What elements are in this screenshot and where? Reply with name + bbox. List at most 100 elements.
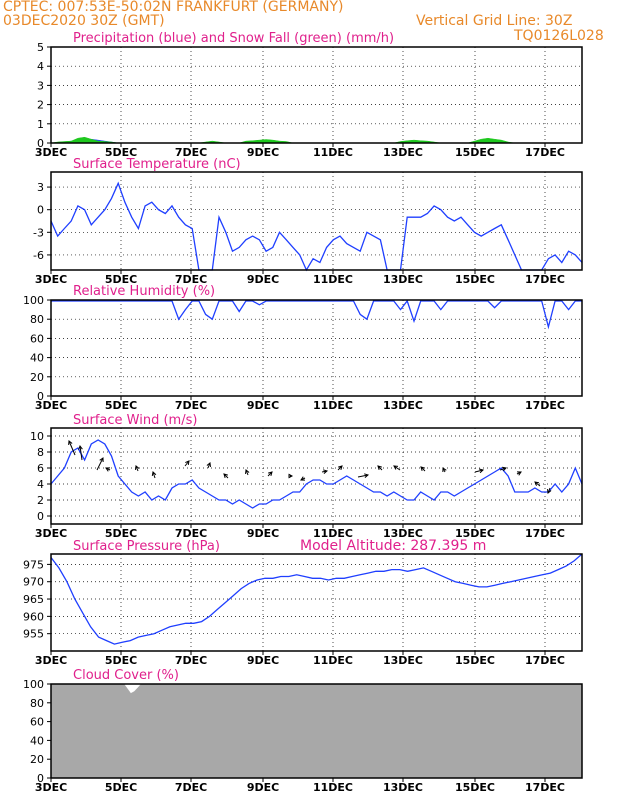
wind-arrowhead (420, 466, 425, 471)
panel-title: Surface Pressure (hPa) (73, 539, 220, 554)
panel-frame (50, 299, 583, 397)
y-tick-label: 960 (23, 610, 44, 623)
wind-arrow (357, 474, 369, 478)
y-tick-label: 8 (37, 446, 44, 459)
wind-arrowhead (338, 465, 343, 470)
y-tick-label: 6 (37, 462, 44, 475)
y-tick-label: -6 (33, 249, 44, 262)
header-location: CPTEC: 007:53E-50:02N FRANKFURT (GERMANY… (3, 0, 344, 15)
x-tick-label: 15DEC (455, 146, 495, 159)
y-tick-label: 965 (23, 593, 44, 606)
x-tick-label: 7DEC (175, 273, 207, 286)
x-tick-label: 13DEC (383, 781, 423, 794)
wind-arrow (499, 467, 507, 471)
wind-arrow (79, 445, 83, 461)
wind-arrowhead (300, 476, 306, 481)
wind-arrowhead (393, 465, 399, 470)
y-tick-label: 970 (23, 576, 44, 589)
series-line-4 (50, 553, 583, 645)
y-tick-label: 60 (30, 332, 44, 345)
x-tick-label: 5DEC (105, 654, 137, 667)
x-tick-label: 5DEC (105, 781, 137, 794)
x-tick-label: 13DEC (383, 273, 423, 286)
wind-arrow (152, 471, 156, 479)
y-tick-label: 20 (30, 753, 44, 766)
x-tick-label: 17DEC (525, 146, 565, 159)
y-tick-label: 20 (30, 371, 44, 384)
x-tick-label: 9DEC (247, 654, 279, 667)
x-tick-label: 17DEC (525, 654, 565, 667)
wind-arrowhead (516, 471, 522, 476)
wind-arrowhead (479, 468, 485, 474)
y-tick-label: 2 (37, 99, 44, 112)
x-tick-label: 17DEC (525, 273, 565, 286)
x-tick-label: 11DEC (313, 654, 353, 667)
wind-arrowhead (547, 488, 552, 494)
panel-title: Surface Temperature (nC) (73, 157, 241, 172)
wind-arrowhead (288, 473, 294, 479)
y-tick-label: -3 (33, 226, 44, 239)
x-tick-label: 7DEC (175, 146, 207, 159)
x-tick-label: 17DEC (525, 399, 565, 412)
y-tick-label: 4 (37, 478, 44, 491)
x-tick-label: 7DEC (175, 781, 207, 794)
y-tick-label: 0 (37, 510, 44, 523)
wind-arrowhead (501, 466, 507, 472)
panel-frame (50, 683, 583, 779)
x-tick-label: 9DEC (247, 146, 279, 159)
wind-arrow (96, 457, 104, 471)
wind-arrow (184, 460, 190, 467)
wind-arrowhead (135, 465, 140, 471)
x-tick-label: 11DEC (313, 273, 353, 286)
x-tick-label: 15DEC (455, 273, 495, 286)
x-tick-label: 5DEC (105, 527, 137, 540)
wind-arrowhead (377, 465, 382, 470)
wind-arrowhead (268, 471, 273, 476)
wind-arrowhead (105, 467, 111, 472)
x-tick-label: 7DEC (175, 654, 207, 667)
wind-arrowhead (68, 440, 73, 446)
wind-arrowhead (364, 473, 370, 478)
header-grid-line: Vertical Grid Line: 30Z (416, 13, 573, 29)
wind-arrowhead (185, 460, 190, 466)
wind-arrowhead (245, 469, 250, 475)
y-tick-label: 0 (37, 204, 44, 217)
x-tick-label: 13DEC (383, 399, 423, 412)
x-tick-label: 5DEC (105, 273, 137, 286)
x-tick-label: 15DEC (455, 399, 495, 412)
wind-arrowhead (534, 481, 540, 486)
wind-arrowhead (206, 462, 211, 468)
x-tick-label: 3DEC (35, 781, 67, 794)
series-area-0-1 (50, 136, 582, 144)
y-tick-label: 3 (37, 79, 44, 92)
x-tick-label: 7DEC (175, 527, 207, 540)
panel-frame (50, 171, 583, 271)
x-tick-label: 15DEC (455, 654, 495, 667)
y-tick-label: 2 (37, 494, 44, 507)
wind-arrow (474, 469, 484, 473)
y-tick-label: 60 (30, 716, 44, 729)
y-tick-label: 0 (37, 390, 44, 403)
x-tick-label: 3DEC (35, 399, 67, 412)
panel-title: Relative Humidity (%) (73, 284, 215, 299)
series-line-2 (51, 299, 582, 330)
header-date: 03DEC2020 30Z (GMT) (3, 13, 165, 29)
wind-arrowhead (323, 469, 329, 474)
x-tick-label: 5DEC (105, 146, 137, 159)
panel-title: Cloud Cover (%) (73, 668, 179, 683)
x-tick-label: 15DEC (455, 781, 495, 794)
x-tick-label: 17DEC (525, 781, 565, 794)
x-tick-label: 3DEC (35, 146, 67, 159)
x-tick-label: 9DEC (247, 273, 279, 286)
y-tick-label: 40 (30, 352, 44, 365)
header-run-id: TQ0126L028 (514, 28, 604, 44)
y-tick-label: 975 (23, 558, 44, 571)
wind-arrow (68, 440, 76, 456)
series-area-5-0 (50, 683, 583, 779)
x-tick-label: 9DEC (247, 399, 279, 412)
y-tick-label: 0 (37, 137, 44, 150)
panel-title: Precipitation (blue) and Snow Fall (gree… (73, 31, 394, 46)
x-tick-label: 11DEC (313, 527, 353, 540)
panel-title: Surface Wind (m/s) (73, 413, 197, 428)
model-altitude: Model Altitude: 287.395 m (300, 538, 487, 554)
